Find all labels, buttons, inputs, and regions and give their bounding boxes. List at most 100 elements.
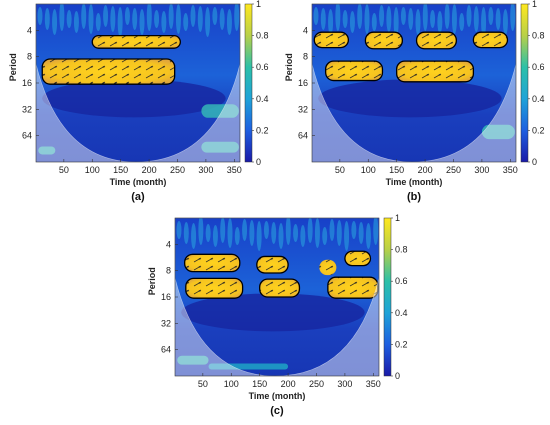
y-tick-label: 4 <box>303 25 308 35</box>
y-tick-label: 16 <box>22 78 32 88</box>
texture-mark <box>379 5 385 27</box>
texture-mark <box>322 227 328 245</box>
texture-mark <box>495 8 501 30</box>
texture-mark <box>117 7 123 37</box>
texture-mark <box>81 4 87 29</box>
texture-mark <box>212 7 218 25</box>
texture-mark <box>278 223 284 249</box>
x-tick-label: 250 <box>309 379 324 389</box>
colorbar-tick-label: 1 <box>395 213 400 223</box>
texture-mark <box>227 218 233 248</box>
significance-contour <box>344 250 372 267</box>
significance-contour <box>91 34 181 49</box>
colorbar-tick-label: 0.6 <box>532 62 545 72</box>
texture-mark <box>249 220 255 246</box>
texture-mark <box>110 6 116 32</box>
colorbar <box>244 3 253 163</box>
phase-arrows <box>92 35 181 49</box>
texture-mark <box>437 11 443 33</box>
phase-arrows <box>344 251 371 266</box>
colorbar-tick-label: 0.4 <box>395 308 408 318</box>
texture-mark <box>344 221 350 251</box>
x-tick-label: 300 <box>198 165 213 175</box>
texture-mark <box>220 218 226 243</box>
phase-arrows <box>365 32 403 49</box>
texture-mark <box>263 221 269 239</box>
x-tick-label: 350 <box>366 379 381 389</box>
texture-mark <box>422 4 428 31</box>
panel-label: (c) <box>270 405 284 417</box>
texture-mark <box>335 4 341 31</box>
significance-contour <box>472 31 509 49</box>
colorbar-tick-label: 1 <box>532 0 537 9</box>
texture-mark <box>212 225 218 247</box>
significance-contour <box>313 31 350 49</box>
texture-mark <box>234 227 240 245</box>
texture-mark <box>488 7 494 25</box>
phase-arrows <box>42 58 175 85</box>
texture-mark <box>293 224 299 242</box>
texture-mark <box>66 10 72 28</box>
cone-of-influence <box>36 64 240 162</box>
y-tick-label: 8 <box>303 52 308 62</box>
low-coherence-band <box>181 293 365 332</box>
colorbar-tick-label: 0.8 <box>395 245 408 255</box>
y-tick-label: 8 <box>166 266 171 276</box>
texture-mark <box>371 13 377 31</box>
texture-mark <box>336 220 342 246</box>
colorbar-tick-label: 0.6 <box>256 62 269 72</box>
texture-mark <box>226 9 232 35</box>
coherence-region <box>201 104 239 118</box>
y-tick-label: 16 <box>161 292 171 302</box>
x-tick-label: 300 <box>337 379 352 389</box>
x-tick-label: 250 <box>170 165 185 175</box>
y-tick-label: 8 <box>27 52 32 62</box>
texture-mark <box>146 4 152 31</box>
phase-arrows <box>184 254 240 272</box>
texture-mark <box>198 218 204 245</box>
x-tick-label: 200 <box>281 379 296 389</box>
texture-mark <box>124 7 130 25</box>
significance-contour <box>41 58 176 85</box>
coherence-region <box>201 141 239 153</box>
phase-arrows <box>259 279 300 297</box>
colorbar-tick-label: 0 <box>395 371 400 381</box>
texture-mark <box>451 4 457 34</box>
texture-mark <box>205 7 211 37</box>
colorbar-tick-label: 0 <box>532 157 537 167</box>
y-axis-label: Period <box>284 53 294 81</box>
chart-panel-1: 4 8 16 32 64 50 100 150 200 250 300 350 Time (month)… <box>8 0 269 203</box>
x-tick-label: 100 <box>224 379 239 389</box>
y-tick-label: 64 <box>298 131 308 141</box>
texture-mark <box>329 219 335 241</box>
texture-mark <box>466 5 472 27</box>
texture-mark <box>459 13 465 31</box>
cone-of-influence <box>175 278 379 376</box>
colorbar-tick-label: 0.2 <box>395 339 408 349</box>
texture-mark <box>59 4 65 31</box>
phase-arrows <box>416 32 457 49</box>
texture-mark <box>161 11 167 33</box>
texture-mark <box>400 7 406 25</box>
low-coherence-band <box>42 79 226 118</box>
significance-contour <box>415 31 457 50</box>
x-tick-label: 300 <box>474 165 489 175</box>
colorbar-tick-label: 0 <box>256 157 261 167</box>
y-tick-label: 32 <box>22 104 32 114</box>
x-tick-label: 150 <box>389 165 404 175</box>
phase-arrows <box>325 61 383 81</box>
x-tick-label: 350 <box>503 165 518 175</box>
texture-mark <box>242 219 248 241</box>
panel-label: (a) <box>131 191 145 203</box>
significance-contour <box>184 253 241 273</box>
y-tick-label: 16 <box>298 78 308 88</box>
texture-mark <box>364 4 370 34</box>
x-tick-label: 200 <box>142 165 157 175</box>
y-tick-label: 32 <box>298 104 308 114</box>
coherence-region <box>177 355 209 365</box>
texture-mark <box>271 222 277 244</box>
colorbar <box>383 217 392 377</box>
colorbar <box>520 3 529 163</box>
phase-arrows <box>256 256 289 273</box>
